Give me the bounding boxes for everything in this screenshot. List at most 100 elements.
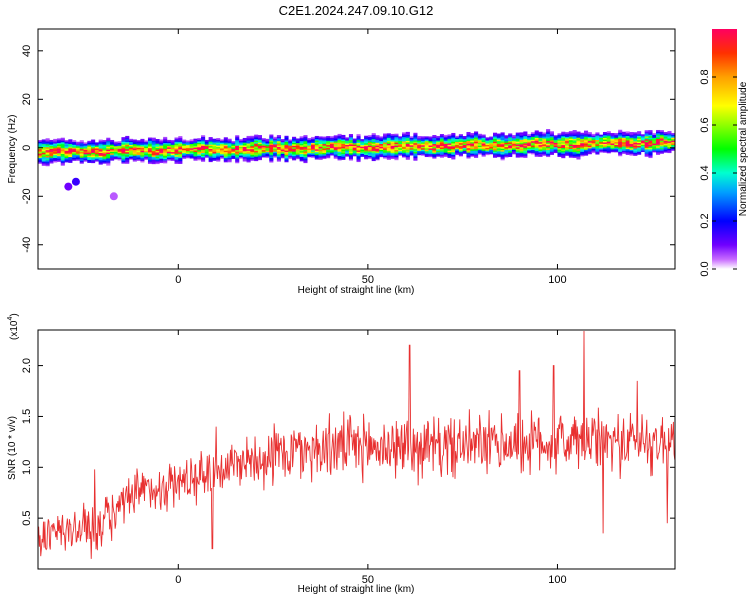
colorbar-gradient (712, 29, 737, 269)
spectrogram-cell (68, 153, 73, 156)
spectrogram-cell (455, 140, 460, 142)
spectrogram-cell (75, 141, 81, 144)
spectrogram-cell (383, 155, 388, 158)
spectrogram-cell (269, 137, 274, 140)
spectrogram-cell (386, 147, 391, 150)
spectrogram-cell (216, 143, 221, 146)
spectrogram-cell (519, 136, 524, 139)
spectrogram-cell (402, 146, 407, 149)
spectrogram-cell (125, 156, 130, 159)
spectrogram-cell (201, 149, 206, 152)
spectrogram-cell (371, 137, 376, 140)
spectrogram-cell (542, 136, 547, 139)
spectrogram-cell (299, 137, 304, 140)
spectrogram-cell (121, 140, 126, 142)
spectrogram-cell (504, 136, 509, 139)
spectrogram-cell (439, 148, 445, 151)
spectrogram-cell (246, 135, 251, 138)
spectrogram-cell (576, 135, 581, 138)
spectrogram-cell (352, 154, 357, 157)
spectrogram-cell (174, 156, 179, 159)
spectrogram-cell (409, 150, 414, 153)
spectrogram-cell (295, 153, 300, 155)
spectrogram-cell (405, 131, 410, 134)
spectrogram-cell (614, 150, 619, 153)
spectrogram-cell (106, 142, 111, 144)
spectrogram-cell (504, 146, 509, 149)
spectrogram-cell (352, 151, 357, 154)
spectrogram-cell (580, 144, 585, 147)
spectrogram-cell (41, 155, 46, 158)
spectrogram-cell (204, 148, 209, 151)
spectrogram-cell (56, 157, 62, 160)
spectrogram-cell (538, 137, 543, 140)
spectrogram-cell (485, 149, 490, 151)
spectrogram-cell (470, 146, 475, 148)
spectrogram-cell (197, 146, 202, 149)
spectrogram-cell (523, 132, 528, 135)
spectrogram-cell (443, 140, 448, 143)
spectrogram-cell (352, 150, 357, 152)
spectrogram-cell (443, 134, 448, 137)
spectrogram-cell (345, 146, 350, 148)
spectrogram-cell (530, 148, 536, 151)
spectrogram-cell (493, 141, 498, 144)
spectrogram-cell (519, 146, 524, 149)
spectrogram-cell (276, 142, 281, 145)
spectrogram-cell (223, 150, 228, 153)
spectrogram-cell (261, 146, 266, 149)
spectrogram-cell (580, 150, 585, 152)
spectrogram-cell (576, 131, 581, 134)
spectrogram-cell (455, 135, 460, 138)
spectrogram-cell (576, 156, 581, 159)
spectrogram-cell (481, 147, 486, 150)
spectrogram-cell (595, 152, 600, 155)
spectrogram-cell (318, 139, 323, 142)
spectrogram-cell (553, 138, 558, 140)
spectrogram-cell (38, 160, 43, 163)
spectrogram-cell (633, 151, 638, 153)
spectrogram-cell (147, 137, 153, 140)
spectrogram-cell (231, 147, 236, 149)
spectrogram-cell (269, 143, 274, 146)
spectrogram-cell (640, 140, 645, 142)
spectrogram-cell (496, 136, 501, 139)
spectrogram-cell (633, 145, 638, 148)
spectrogram-cell (485, 153, 490, 156)
spectrogram-cell (352, 142, 357, 145)
spectrogram-cell (606, 142, 611, 145)
spectrogram-cell (242, 159, 247, 162)
spectrogram-cell (496, 149, 501, 152)
spectrogram-cell (648, 156, 653, 159)
spectrogram-cell (424, 136, 429, 139)
spectrogram-cell (405, 146, 410, 149)
spectrogram-cell (178, 146, 183, 148)
spectrogram-cell (178, 159, 183, 162)
spectrogram-cell (185, 140, 190, 143)
spectrogram-cell (644, 136, 649, 138)
spectrogram-cell (451, 157, 456, 160)
spectrogram-cell (474, 135, 479, 138)
spectrogram-cell (383, 134, 388, 137)
spectrogram-cell (428, 137, 433, 140)
spectrogram-cell (45, 157, 50, 159)
spectrogram-cell (648, 140, 653, 143)
spectrogram-cell (68, 161, 73, 163)
spectrogram-cell (144, 143, 149, 146)
spectrogram-cell (451, 140, 456, 142)
spectrogram-cell (292, 152, 297, 155)
spectrogram-cell (599, 140, 604, 143)
spectrogram-cell (284, 145, 289, 148)
spectrogram-cell (584, 153, 589, 156)
spectrogram-cell (534, 147, 539, 150)
spectrogram-cell (337, 141, 342, 143)
spectrogram-cell (477, 143, 482, 146)
spectrogram-cell (489, 152, 494, 155)
spectrogram-cell (451, 144, 456, 147)
spectrogram-cell (614, 149, 619, 151)
spectrogram-cell (269, 150, 274, 153)
spectrogram-cell (436, 153, 441, 156)
spectrogram-cell (246, 153, 251, 156)
spectrogram-cell (606, 144, 611, 147)
spectrogram-cell (341, 158, 346, 160)
